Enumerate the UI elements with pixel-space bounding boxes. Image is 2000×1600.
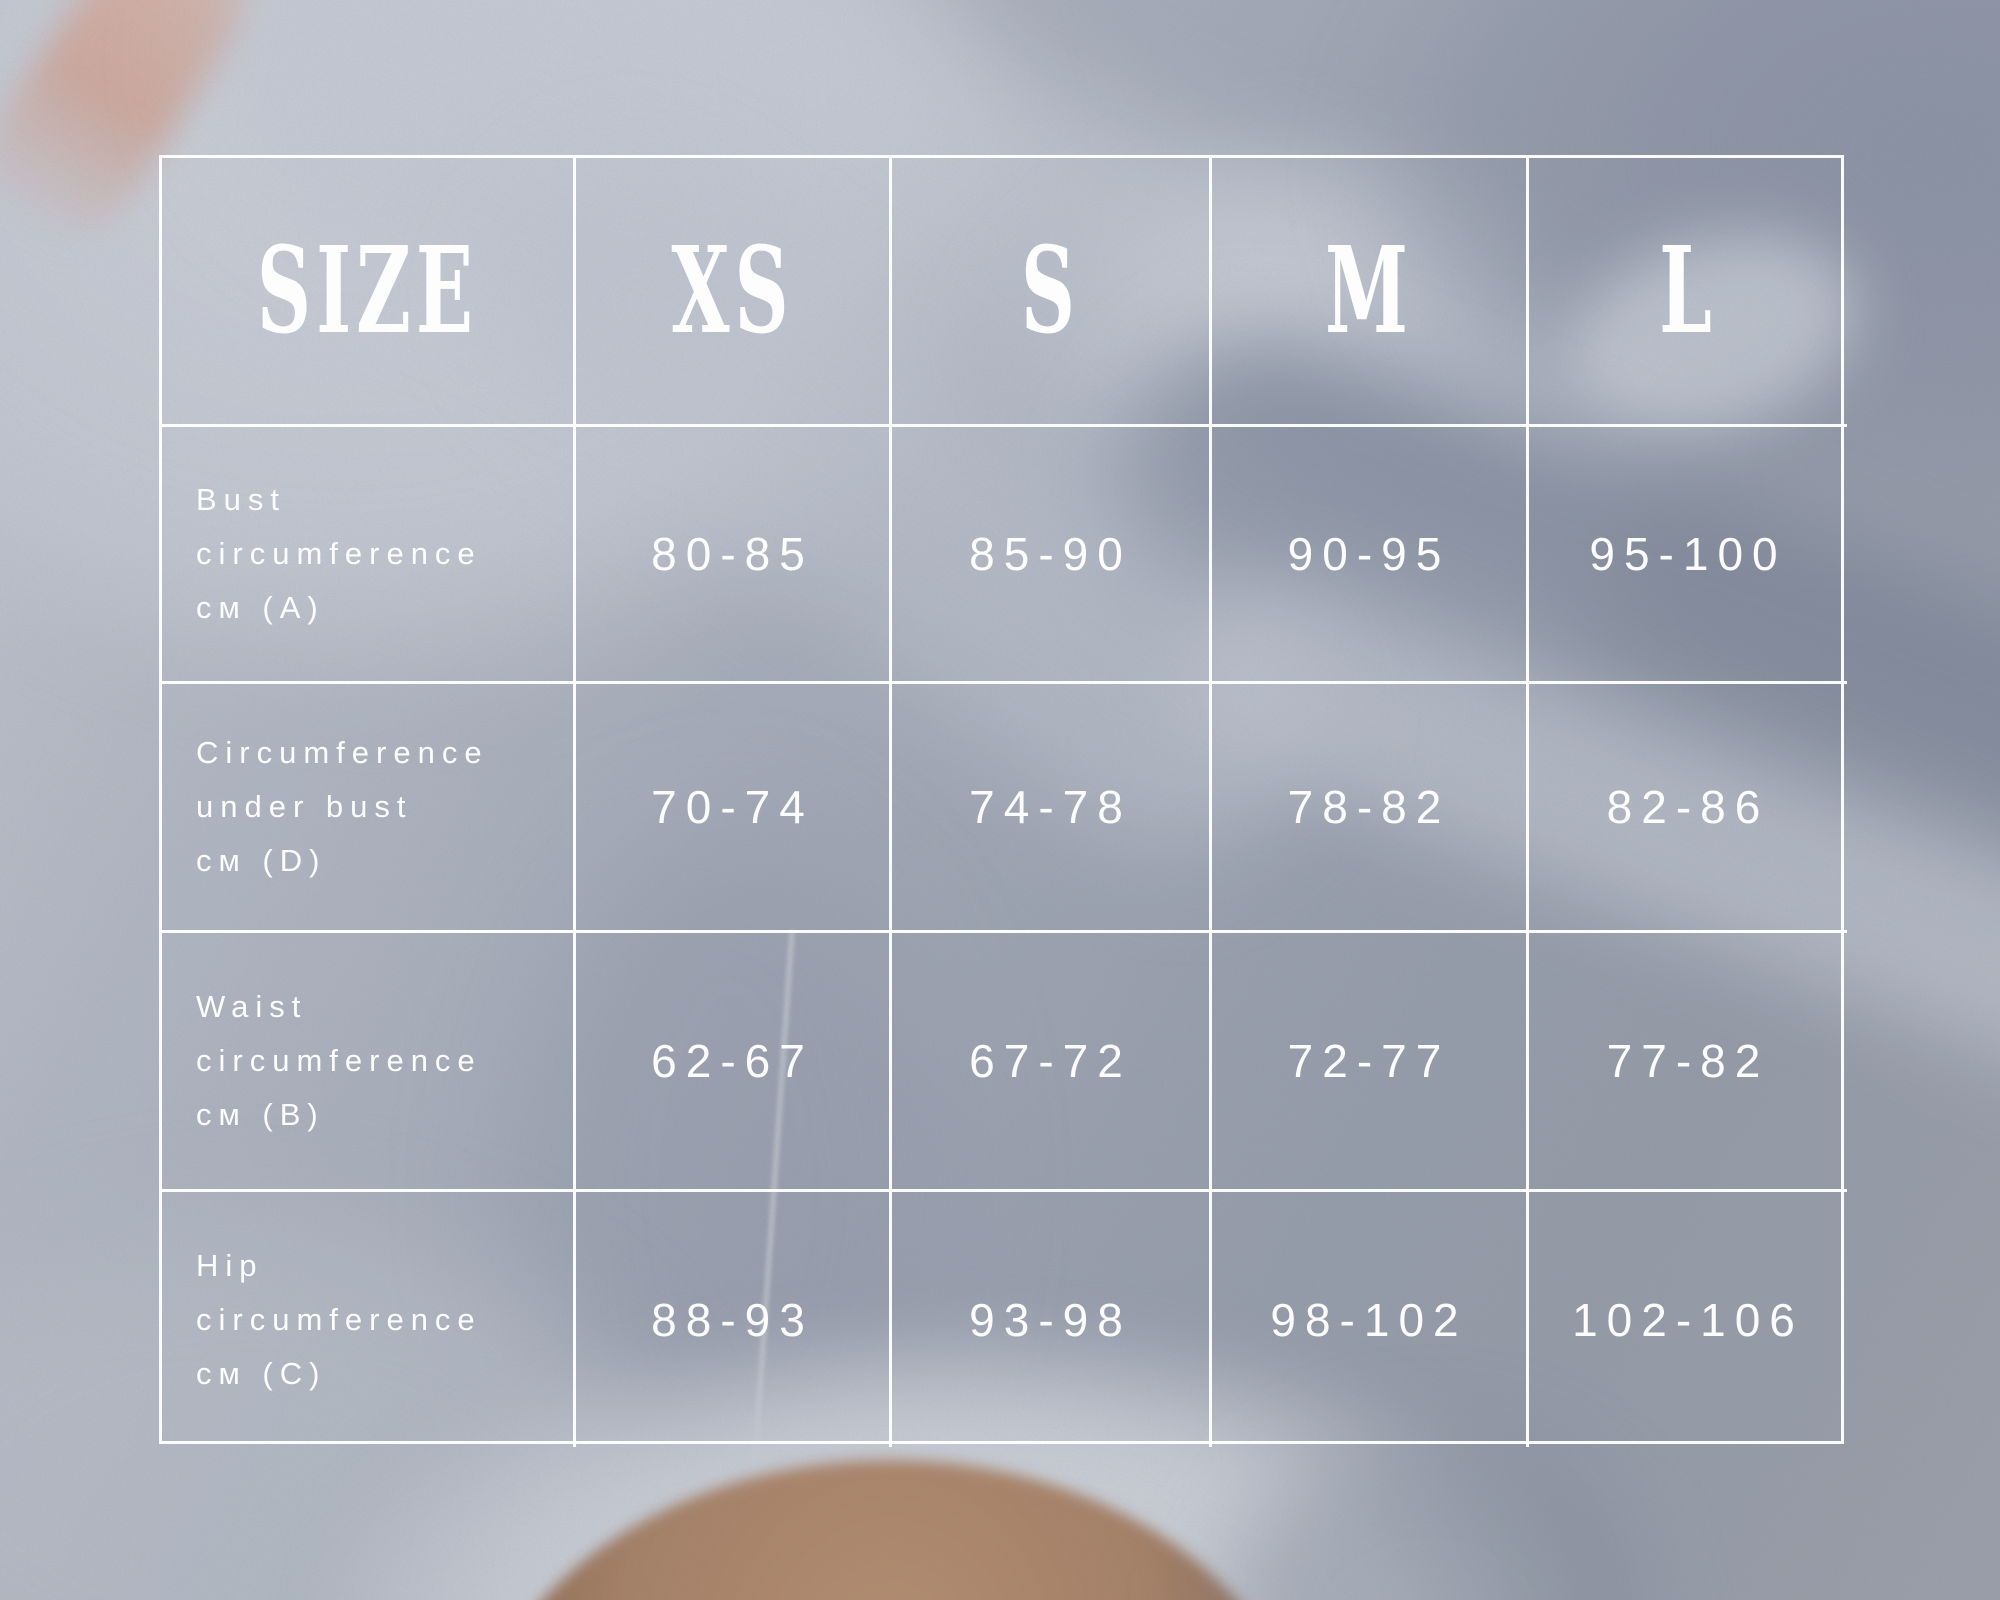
value-cell-hip-s: 93-98 xyxy=(892,1192,1212,1447)
value-cell-bust-m: 90-95 xyxy=(1212,427,1529,684)
measurement-value: 77-82 xyxy=(1606,1035,1770,1087)
value-cell-hip-m: 98-102 xyxy=(1212,1192,1529,1447)
row-label-bust: Bust circumference см (A) xyxy=(162,427,576,684)
background-thigh-skin xyxy=(470,1460,1310,1600)
value-cell-bust-s: 85-90 xyxy=(892,427,1212,684)
measurement-value: 78-82 xyxy=(1287,781,1451,833)
header-cell-xs: XS xyxy=(576,158,892,427)
measurement-value: 85-90 xyxy=(969,528,1132,580)
row-label-line: Bust xyxy=(196,482,287,517)
size-title: SIZE xyxy=(256,221,479,361)
row-label-line: Circumference xyxy=(196,735,489,770)
size-m-label: M xyxy=(1324,221,1414,361)
measurement-value: 102-106 xyxy=(1572,1293,1804,1346)
measurement-value: 72-77 xyxy=(1287,1035,1451,1087)
row-label-line: Waist xyxy=(196,989,308,1024)
row-label-under-bust: Circumference under bust см (D) xyxy=(162,684,576,933)
measurement-value: 82-86 xyxy=(1606,781,1770,833)
value-cell-waist-s: 67-72 xyxy=(892,933,1212,1192)
measurement-value: 98-102 xyxy=(1270,1293,1468,1346)
row-label-line: circumference xyxy=(196,536,482,571)
measurement-value: 62-67 xyxy=(651,1035,814,1087)
header-cell-s: S xyxy=(892,158,1212,427)
measurement-value: 88-93 xyxy=(651,1293,814,1346)
size-l-label: L xyxy=(1659,221,1717,361)
measurement-value: 80-85 xyxy=(651,528,814,580)
value-cell-waist-m: 72-77 xyxy=(1212,933,1529,1192)
value-cell-underbust-xs: 70-74 xyxy=(576,684,892,933)
measurement-value: 67-72 xyxy=(969,1035,1132,1087)
size-xs-label: XS xyxy=(671,221,794,361)
value-cell-bust-l: 95-100 xyxy=(1529,427,1847,684)
background-thigh-shadow xyxy=(1220,1440,1640,1600)
value-cell-hip-xs: 88-93 xyxy=(576,1192,892,1447)
header-cell-m: M xyxy=(1212,158,1529,427)
row-label-line: см (C) xyxy=(196,1355,327,1391)
size-table: SIZE XS S M L Bust circumference см (A) … xyxy=(159,155,1847,1447)
value-cell-waist-l: 77-82 xyxy=(1529,933,1847,1192)
header-cell-size: SIZE xyxy=(162,158,576,427)
measurement-value: 70-74 xyxy=(651,781,814,833)
measurement-value: 93-98 xyxy=(969,1293,1132,1346)
measurement-value: 95-100 xyxy=(1589,528,1787,580)
row-label-line: см (A) xyxy=(196,590,325,625)
value-cell-underbust-l: 82-86 xyxy=(1529,684,1847,933)
measurement-value: 74-78 xyxy=(969,781,1132,833)
value-cell-underbust-s: 74-78 xyxy=(892,684,1212,933)
row-label-line: Hip xyxy=(196,1247,264,1283)
value-cell-hip-l: 102-106 xyxy=(1529,1192,1847,1447)
row-label-hip: Hip circumference см (C) xyxy=(162,1192,576,1447)
header-cell-l: L xyxy=(1529,158,1847,427)
measurement-value: 90-95 xyxy=(1287,528,1451,580)
row-label-line: under bust xyxy=(196,789,413,824)
value-cell-waist-xs: 62-67 xyxy=(576,933,892,1192)
row-label-waist: Waist circumference см (B) xyxy=(162,933,576,1192)
row-label-line: см (B) xyxy=(196,1097,325,1132)
size-s-label: S xyxy=(1020,221,1081,361)
row-label-line: см (D) xyxy=(196,843,327,878)
row-label-line: circumference xyxy=(196,1043,482,1078)
value-cell-underbust-m: 78-82 xyxy=(1212,684,1529,933)
row-label-line: circumference xyxy=(196,1301,482,1337)
value-cell-bust-xs: 80-85 xyxy=(576,427,892,684)
